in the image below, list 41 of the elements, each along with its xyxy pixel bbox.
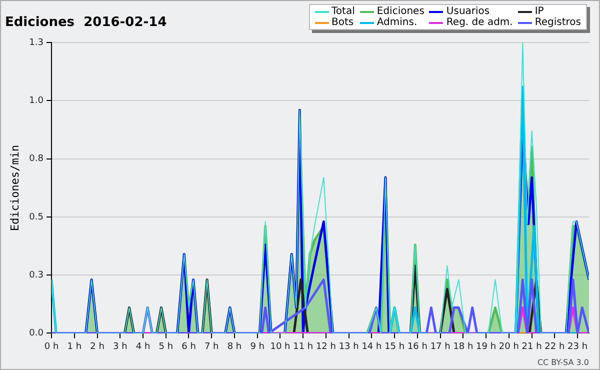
x-tick-label: 19 h — [476, 342, 496, 352]
x-tick-label: 21 h — [522, 342, 542, 352]
x-tick-label: 0 h — [44, 342, 59, 352]
x-tick-label: 14 h — [362, 342, 382, 352]
x-tick-label: 9 h — [250, 342, 265, 352]
x-tick-label: 6 h — [182, 342, 196, 352]
y-tick-label: 0.8 — [29, 154, 44, 164]
y-tick-label: 0.0 — [29, 328, 44, 339]
x-tick-label: 18 h — [453, 342, 474, 352]
x-tick-label: 1 h — [67, 342, 82, 352]
x-tick-label: 22 h — [544, 342, 565, 352]
x-tick-label: 10 h — [270, 342, 290, 352]
legend-label: Bots — [332, 17, 354, 28]
x-tick-label: 20 h — [498, 342, 519, 352]
x-tick-label: 8 h — [227, 342, 242, 352]
x-tick-label: 4 h — [136, 342, 150, 352]
y-tick-label: 0.3 — [29, 270, 44, 280]
y-tick-label: 1.0 — [29, 96, 44, 106]
x-tick-label: 16 h — [407, 342, 428, 352]
legend-label: Ediciones — [376, 6, 424, 17]
y-tick-label: 1.3 — [29, 38, 44, 48]
legend-label: Admins. — [376, 17, 418, 28]
x-tick-label: 3 h — [112, 342, 128, 352]
y-tick-label: 0.5 — [29, 212, 44, 222]
chart-title: Ediciones 2016-02-14 — [5, 15, 167, 30]
y-axis-title: Ediciones/min — [8, 144, 22, 231]
legend-label: IP — [534, 6, 544, 17]
x-tick-label: 5 h — [158, 342, 174, 352]
text: CC BY-SA 3.0 — [537, 358, 589, 367]
x-tick-label: 2 h — [90, 342, 104, 352]
x-tick-label: 11 h — [293, 342, 314, 352]
legend-label: Total — [332, 6, 355, 17]
x-tick-label: 13 h — [338, 342, 359, 352]
legend-label: Reg. de adm. — [446, 17, 513, 28]
legend-label: Registros — [534, 17, 581, 28]
x-tick-label: 17 h — [430, 342, 450, 352]
legend-label: Usuarios — [446, 6, 490, 17]
x-tick-label: 12 h — [316, 342, 336, 352]
x-tick-label: 7 h — [204, 342, 219, 352]
x-tick-label: 23 h — [568, 342, 588, 352]
x-tick-label: 15 h — [384, 342, 405, 352]
